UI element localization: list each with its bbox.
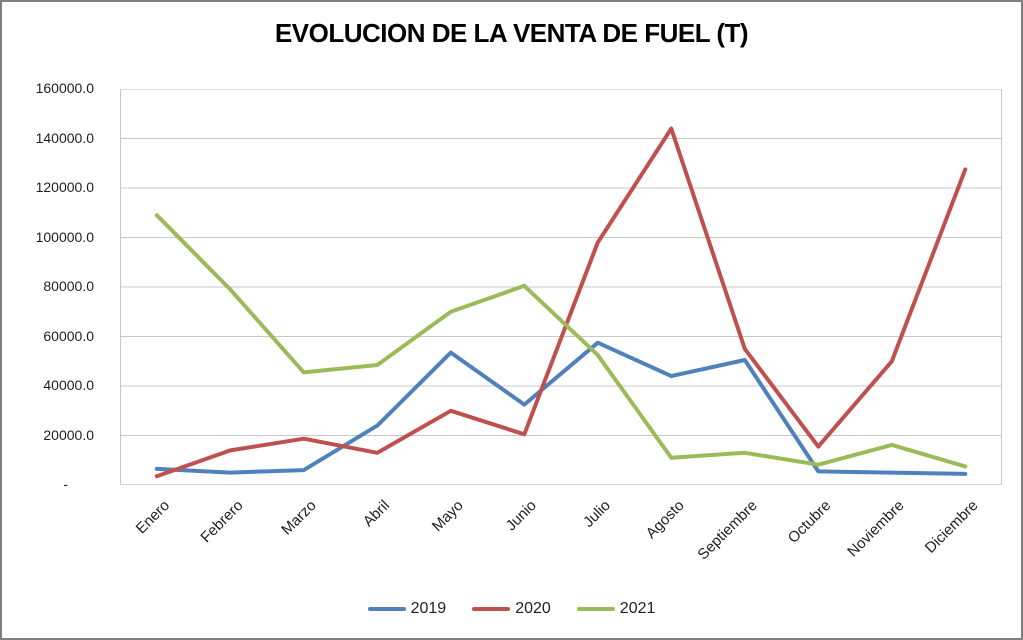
legend-item-2020: 2020 xyxy=(472,600,551,618)
legend-label: 2019 xyxy=(410,600,447,617)
y-tick-label: 140000.0 xyxy=(35,129,94,146)
y-tick-label: 40000.0 xyxy=(43,377,94,393)
x-tick-label: Junio xyxy=(502,497,541,535)
x-tick-label: Marzo xyxy=(278,497,320,539)
chart-legend: 2019 2020 2021 xyxy=(2,594,1021,624)
y-tick-label: 160000.0 xyxy=(35,80,94,96)
series-line-2020 xyxy=(154,126,968,479)
legend-item-2019: 2019 xyxy=(367,600,447,618)
chart-title: EVOLUCION DE LA VENTA DE FUEL (T) xyxy=(274,18,749,48)
y-tick-label: 120000.0 xyxy=(35,179,94,195)
y-tick-label: 100000.0 xyxy=(35,228,94,245)
x-tick-label: Enero xyxy=(132,497,173,538)
x-tick-label: Mayo xyxy=(428,497,467,535)
y-tick-label: 80000.0 xyxy=(43,278,94,294)
x-tick-label: Agosto xyxy=(642,497,688,543)
y-tick-label: 20000.0 xyxy=(43,426,94,443)
y-tick-label: - xyxy=(63,476,68,492)
legend-swatch-2021 xyxy=(576,607,615,611)
y-tick-label: 60000.0 xyxy=(43,327,94,344)
series-line-2021 xyxy=(154,213,968,469)
x-tick-label: Julio xyxy=(579,497,614,531)
x-tick-label: Abril xyxy=(360,497,394,531)
x-tick-label: Febrero xyxy=(197,497,247,547)
x-tick-label: Septiembre xyxy=(694,497,761,564)
legend-swatch-2020 xyxy=(472,607,511,611)
plot-area xyxy=(120,89,1002,485)
legend-label: 2021 xyxy=(619,600,656,617)
legend-item-2021: 2021 xyxy=(576,600,656,618)
legend-label: 2020 xyxy=(515,600,551,617)
series-line-2019 xyxy=(154,340,968,476)
x-tick-label: Octubre xyxy=(784,497,835,547)
x-tick-label: Noviembre xyxy=(844,497,908,561)
legend-swatch-2019 xyxy=(367,607,406,611)
x-tick-label: Diciembre xyxy=(921,497,982,557)
